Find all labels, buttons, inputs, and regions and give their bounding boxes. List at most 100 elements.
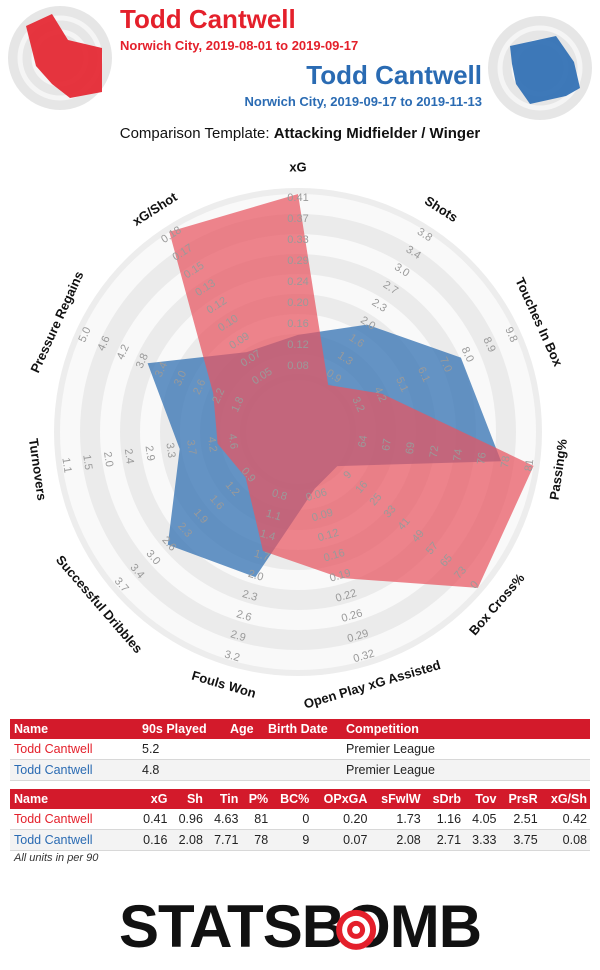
radar-tick-label: 2.3 — [241, 588, 259, 604]
table-cell: 2.08 — [370, 829, 424, 851]
table-cell: 0.41 — [135, 809, 171, 830]
player-name-cell: Todd Cantwell — [10, 739, 138, 760]
player-info-table: Name 90s Played Age Birth Date Competiti… — [10, 719, 590, 781]
table-cell: 2.71 — [423, 829, 465, 851]
table-cell: Premier League — [342, 759, 590, 781]
col-header: P% — [241, 789, 272, 809]
radar-tick-label: 2.9 — [229, 628, 247, 644]
radar-metric-label: Passing% — [546, 438, 570, 501]
table-cell: 2.08 — [170, 829, 206, 851]
radar-tick-label: 8.9 — [480, 335, 497, 354]
col-header: PrsR — [499, 789, 541, 809]
col-header: Tov — [464, 789, 500, 809]
table-cell: 78 — [241, 829, 272, 851]
radar-tick-label: 0.06 — [305, 486, 329, 504]
radar-metric-label: xG — [289, 159, 306, 174]
radar-polygon-player1 — [169, 194, 534, 588]
player1-name: Todd Cantwell — [120, 4, 296, 34]
col-header: Name — [10, 789, 135, 809]
radar-tick-label: 74 — [451, 448, 465, 462]
radar-tick-label: 4.2 — [115, 343, 132, 362]
table-cell: 0.07 — [312, 829, 371, 851]
radar-metric-label: Shots — [422, 193, 461, 225]
radar-tick-label: 7.0 — [437, 355, 454, 374]
table-cell: 9 — [271, 829, 313, 851]
col-header: OPxGA — [312, 789, 371, 809]
radar-tick-label: 72 — [428, 445, 442, 459]
table-header-row: Name xG Sh Tin P% BC% OPxGA sFwlW sDrb T… — [10, 789, 590, 809]
player2-name: Todd Cantwell — [306, 60, 482, 90]
radar-tick-label: 3.3 — [163, 442, 177, 459]
player1-club-period: Norwich City, 2019-08-01 to 2019-09-17 — [120, 38, 359, 53]
template-line: Comparison Template: Attacking Midfielde… — [0, 125, 600, 142]
radar-polygons — [147, 194, 534, 588]
radar-tick-label: 8.0 — [459, 345, 476, 364]
table-cell — [226, 739, 264, 760]
table-cell: 0.20 — [312, 809, 371, 830]
radar-tick-label: 2.6 — [235, 608, 253, 624]
table-row: Todd Cantwell 4.8 Premier League — [10, 759, 590, 781]
radar-tick-label: 2.4 — [122, 448, 136, 465]
radar-tick-label: 4.2 — [371, 385, 388, 404]
radar-tick-label: 78 — [499, 455, 513, 469]
radar-tick-label: 67 — [380, 438, 394, 452]
player-name-cell: Todd Cantwell — [10, 829, 135, 851]
col-header: Sh — [170, 789, 206, 809]
col-header: xG/Sh — [540, 789, 590, 809]
table-row: Todd Cantwell 0.16 2.08 7.71 78 9 0.07 2… — [10, 829, 590, 851]
logo-text: STATSBOMB — [119, 893, 481, 960]
col-header: Competition — [342, 719, 590, 739]
radar-tick-label: 4.6 — [226, 433, 240, 450]
radar-tick-label: 1.5 — [80, 454, 94, 471]
radar-tick-label: 5.1 — [393, 375, 410, 394]
table-header-row: Name 90s Played Age Birth Date Competiti… — [10, 719, 590, 739]
col-header: sDrb — [423, 789, 465, 809]
player-stats-table: Name xG Sh Tin P% BC% OPxGA sFwlW sDrb T… — [10, 789, 590, 851]
table-cell: 5.2 — [138, 739, 226, 760]
table-cell: 2.51 — [499, 809, 541, 830]
radar-tick-label: 1.8 — [229, 395, 246, 414]
player-name-cell: Todd Cantwell — [10, 759, 138, 781]
radar-tick-label: 0.22 — [334, 587, 358, 605]
radar-tick-label: 76 — [475, 452, 489, 466]
radar-tick-label: 0.37 — [287, 213, 308, 225]
radar-metric-label: Turnovers — [26, 437, 50, 501]
statsbomb-logo: STATSBOMB — [119, 893, 482, 960]
radar-tick-label: 6.1 — [415, 365, 432, 384]
radar-tick-label: 0.19 — [328, 567, 352, 585]
player2-club-period: Norwich City, 2019-09-17 to 2019-11-13 — [244, 94, 483, 109]
table-cell: 1.73 — [370, 809, 424, 830]
radar-tick-label: 0.12 — [287, 339, 308, 351]
table-cell: 81 — [241, 809, 272, 830]
table-cell: 0.08 — [540, 829, 590, 851]
player1-radar-badge — [8, 6, 112, 110]
col-header: BC% — [271, 789, 313, 809]
table-cell: 1.16 — [423, 809, 465, 830]
radar-tick-label: 0.24 — [287, 276, 308, 288]
radar-tick-label: 3.8 — [134, 352, 151, 371]
radar-tick-label: 2.0 — [101, 451, 115, 468]
col-header: Name — [10, 719, 138, 739]
radar-tick-label: 3.2 — [349, 395, 366, 414]
radar-tick-label: 0.33 — [287, 234, 308, 246]
radar-tick-label: 69 — [404, 441, 418, 455]
table-cell — [226, 759, 264, 781]
radar-tick-label: 0.26 — [340, 607, 364, 625]
table-cell — [264, 739, 342, 760]
radar-tick-label: 1.1 — [59, 457, 73, 474]
table-cell: 4.63 — [205, 809, 242, 830]
template-name: Attacking Midfielder / Winger — [273, 125, 481, 142]
radar-tick-label: 0.29 — [287, 255, 308, 267]
radar-tick-label: 9.8 — [502, 325, 519, 344]
radar-tick-label: 1.4 — [259, 528, 277, 544]
radar-tick-label: 3.0 — [172, 369, 189, 388]
radar-tick-label: 3.4 — [153, 360, 170, 379]
radar-tick-label: 81 — [523, 458, 537, 472]
radar-tick-label: 2.6 — [191, 378, 208, 397]
radar-tick-label: 1.1 — [264, 507, 282, 523]
radar-tick-label: 2.2 — [210, 386, 227, 405]
radar-tick-label: 1.7 — [253, 548, 271, 564]
table-cell: 4.8 — [138, 759, 226, 781]
units-note: All units in per 90 — [14, 852, 99, 864]
table-cell: 4.05 — [464, 809, 500, 830]
